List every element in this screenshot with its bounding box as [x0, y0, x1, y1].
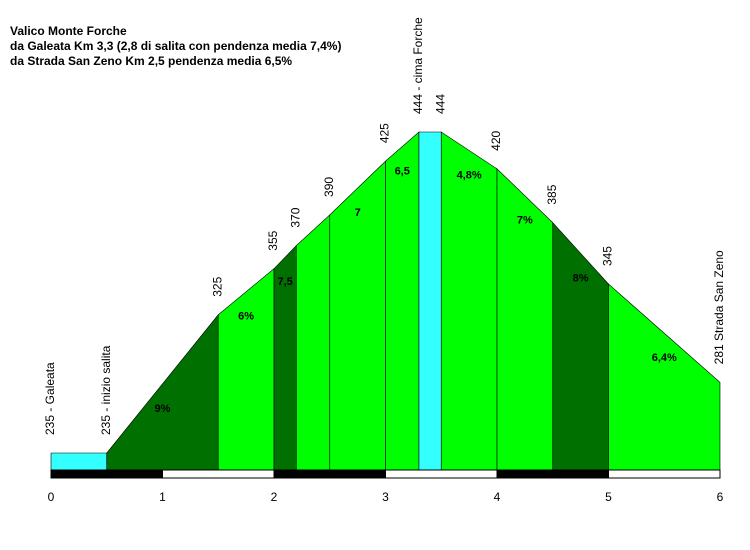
chart-subtitle: da Strada San Zeno Km 2,5 pendenza media…: [10, 54, 292, 68]
x-tick-label: 3: [382, 490, 389, 504]
x-tick-label: 4: [494, 490, 501, 504]
segment-label: 4,8%: [457, 169, 482, 181]
segment-label: 7%: [517, 215, 533, 227]
segment-label: 6,5: [395, 166, 410, 178]
scale-block: [608, 469, 721, 479]
profile-segment: [106, 313, 219, 471]
point-label: 444: [433, 94, 447, 114]
profile-segment: [608, 283, 721, 471]
point-label: 425: [378, 123, 392, 143]
point-label: 325: [210, 276, 224, 296]
point-label: 235 - Galeata: [43, 362, 57, 435]
profile-segment: [440, 131, 498, 471]
point-label: 390: [322, 177, 336, 197]
chart-subtitle: da Galeata Km 3,3 (2,8 di salita con pen…: [10, 39, 341, 53]
point-label: 420: [489, 131, 503, 151]
segment-label: 6,4%: [652, 352, 677, 364]
scale-block: [385, 469, 498, 479]
point-label: 355: [266, 230, 280, 250]
profile-segment: [217, 268, 275, 471]
scale-block: [273, 469, 386, 479]
x-tick-label: 6: [717, 490, 724, 504]
profile-segment: [50, 452, 108, 471]
segment-label: 8%: [573, 272, 589, 284]
x-tick-label: 0: [48, 490, 55, 504]
profile-segment: [296, 214, 331, 471]
segment-label: 7,5: [278, 276, 293, 288]
point-label: 345: [601, 246, 615, 266]
scale-block: [162, 469, 275, 479]
point-label: 370: [288, 207, 302, 227]
point-label: 281 Strada San Zeno: [712, 250, 726, 364]
chart-title: Valico Monte Forche: [10, 24, 127, 38]
point-label: 385: [545, 184, 559, 204]
segment-label: 7: [355, 207, 361, 219]
x-tick-label: 5: [605, 490, 612, 504]
x-tick-label: 1: [159, 490, 166, 504]
profile-segment: [385, 131, 420, 471]
point-label: 444 - cima Forche: [411, 17, 425, 114]
x-tick-label: 2: [271, 490, 278, 504]
segment-label: 9%: [155, 403, 171, 415]
scale-block: [496, 469, 609, 479]
scale-block: [50, 469, 163, 479]
point-label: 235 - inizio salita: [99, 345, 113, 435]
profile-segment: [418, 131, 442, 471]
segment-label: 6%: [238, 311, 254, 323]
